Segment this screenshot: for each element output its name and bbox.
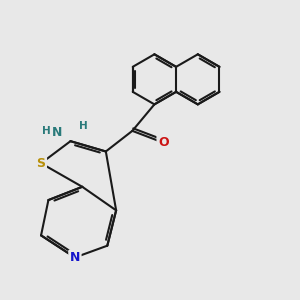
Text: H: H [42,126,50,136]
Text: O: O [158,136,169,149]
Text: S: S [37,157,46,170]
Text: N: N [70,251,80,264]
Text: N: N [52,126,62,139]
Text: H: H [80,122,88,131]
